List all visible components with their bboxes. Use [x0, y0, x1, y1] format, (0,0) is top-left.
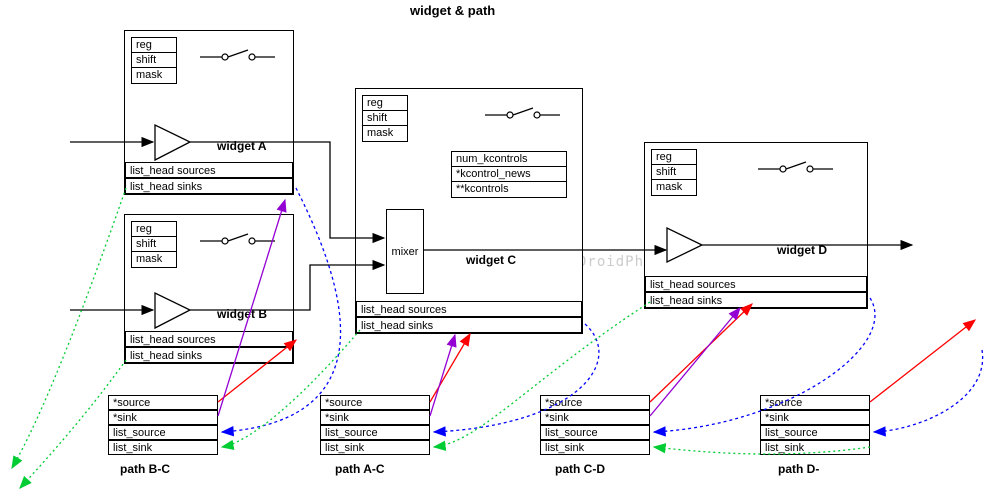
field-row: **kcontrols	[452, 182, 566, 197]
path-bc-label: path B-C	[120, 462, 170, 476]
widget-d-regbox: reg shift mask	[651, 149, 697, 196]
widget-b-regbox: reg shift mask	[131, 221, 177, 268]
path-row: *sink	[108, 410, 218, 425]
widget-d-label: widget D	[777, 243, 827, 257]
purple-cd-to-d	[650, 308, 740, 416]
path-row: list_sink	[760, 440, 870, 455]
field-row: *kcontrol_news	[452, 167, 566, 182]
widget-a-sinks: list_head sinks	[125, 178, 293, 194]
path-cd-label: path C-D	[555, 462, 605, 476]
path-row: *source	[760, 395, 870, 410]
reg-row: reg	[363, 96, 407, 111]
purple-ac-to-c	[430, 335, 455, 416]
path-ac-label: path A-C	[335, 462, 385, 476]
reg-row: shift	[132, 237, 176, 252]
reg-row: mask	[132, 252, 176, 267]
field-row: num_kcontrols	[452, 152, 566, 167]
widget-b: reg shift mask widget B list_head source…	[124, 214, 294, 364]
widget-a-regbox: reg shift mask	[131, 37, 177, 84]
widget-c-fields: num_kcontrols *kcontrol_news **kcontrols	[451, 151, 567, 198]
path-row: list_sink	[320, 440, 430, 455]
path-row: *source	[320, 395, 430, 410]
path-row: list_source	[108, 425, 218, 440]
path-row: *sink	[320, 410, 430, 425]
red-d-out	[870, 320, 975, 402]
widget-b-sinks: list_head sinks	[125, 347, 293, 363]
widget-a-label: widget A	[217, 139, 267, 153]
path-row: *sink	[760, 410, 870, 425]
widget-c-sinks: list_head sinks	[356, 317, 582, 333]
path-bc: *source *sink list_source list_sink	[108, 395, 218, 455]
diagram-title: widget & path	[410, 3, 495, 18]
diagram-canvas: widget & path http://blog.csdn.net/Droid…	[0, 0, 1003, 503]
reg-row: mask	[363, 126, 407, 141]
widget-b-label: widget B	[217, 307, 267, 321]
red-ac-to-c	[430, 334, 470, 402]
widget-d-sinks: list_head sinks	[645, 292, 867, 308]
reg-row: shift	[132, 53, 176, 68]
path-row: list_source	[540, 425, 650, 440]
reg-row: mask	[132, 68, 176, 83]
reg-row: reg	[132, 222, 176, 237]
path-row: list_source	[760, 425, 870, 440]
widget-c-mixer: mixer	[386, 209, 424, 294]
reg-row: shift	[652, 165, 696, 180]
widget-c: reg shift mask num_kcontrols *kcontrol_n…	[355, 88, 583, 334]
widget-c-regbox: reg shift mask	[362, 95, 408, 142]
widget-b-sources: list_head sources	[125, 331, 293, 347]
reg-row: shift	[363, 111, 407, 126]
widget-d-sources: list_head sources	[645, 276, 867, 292]
path-row: list_source	[320, 425, 430, 440]
path-row: list_sink	[540, 440, 650, 455]
path-cd: *source *sink list_source list_sink	[540, 395, 650, 455]
reg-row: reg	[652, 150, 696, 165]
path-row: *source	[108, 395, 218, 410]
widget-a: reg shift mask widget A list_head source…	[124, 30, 294, 195]
red-cd-to-d	[650, 304, 752, 402]
path-ac: *source *sink list_source list_sink	[320, 395, 430, 455]
reg-row: reg	[132, 38, 176, 53]
blue-ext-to-d	[874, 350, 983, 432]
reg-row: mask	[652, 180, 696, 195]
path-d: *source *sink list_source list_sink	[760, 395, 870, 455]
path-d-label: path D-	[778, 462, 819, 476]
path-row: list_sink	[108, 440, 218, 455]
widget-c-label: widget C	[466, 253, 516, 267]
widget-c-sources: list_head sources	[356, 301, 582, 317]
widget-a-sources: list_head sources	[125, 162, 293, 178]
path-row: *source	[540, 395, 650, 410]
widget-d: reg shift mask widget D list_head source…	[644, 142, 868, 309]
path-row: *sink	[540, 410, 650, 425]
